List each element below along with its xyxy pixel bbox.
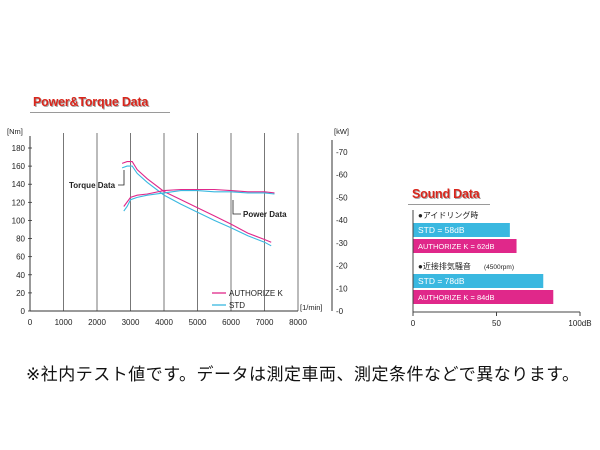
pt-series-std-left	[121, 165, 272, 247]
pt-left-tick-label: 100	[12, 216, 26, 225]
power-torque-title: Power&Torque Data	[33, 95, 149, 109]
pt-x-tick-label: 8000	[289, 318, 307, 327]
pt-series-authorize-right	[123, 188, 275, 207]
pt-right-tick-label: -30	[336, 239, 348, 248]
pt-right-tick-label: -70	[336, 148, 348, 157]
pt-axes	[29, 136, 333, 312]
pt-x-tick-label: 3000	[122, 318, 140, 327]
pt-left-tick-label: 80	[16, 235, 25, 244]
sound-bars: ●アイドリング時 ●近接排気騒音 (4500rpm) STD = 58dB AUTHOR…	[413, 210, 554, 304]
pt-grid	[63, 133, 299, 311]
pt-x-tick-label: 2000	[88, 318, 106, 327]
sound-group1-label: ●アイドリング時	[418, 210, 478, 220]
pt-right-tick-label: -0	[336, 307, 344, 316]
sound-bar-label-authorize-1: AUTHORIZE K = 62dB	[418, 242, 494, 251]
pt-legend: AUTHORIZE K STD	[212, 289, 283, 310]
pt-right-tick-label: -10	[336, 284, 348, 293]
pt-right-unit: [kW]	[334, 127, 349, 136]
pt-left-tick-label: 0	[21, 307, 26, 316]
pt-left-tick-label: 60	[16, 253, 25, 262]
sound-axis: 0 50 100dB	[411, 210, 592, 328]
pt-left-tick-label: 180	[12, 144, 26, 153]
pt-lines	[121, 161, 275, 247]
sound-bar-std-1	[413, 223, 510, 237]
sound-bar-label-std-1: STD = 58dB	[418, 225, 465, 235]
sound-bar-label-std-2: STD = 78dB	[418, 276, 465, 286]
pt-left-tick-label: 160	[12, 162, 26, 171]
pt-x-tick-label: 0	[28, 318, 33, 327]
pt-power-leader	[232, 200, 241, 215]
pt-x-tick-label: 5000	[189, 318, 207, 327]
pt-right-tick-label: -50	[336, 193, 348, 202]
sound-bar-authorize-1	[413, 239, 517, 253]
pt-right-tick-label: -20	[336, 262, 348, 271]
sound-bar-std-2	[413, 274, 544, 288]
sound-bar-label-authorize-2: AUTHORIZE K = 84dB	[418, 293, 494, 302]
pt-left-tick-label: 40	[16, 271, 25, 280]
sound-x-tick-label: 100dB	[568, 319, 591, 328]
pt-series-authorize-left	[121, 161, 272, 243]
pt-ticks: [Nm] [kW] [1/min] 0 20 40 60 80 100 120 140 160 180 -…	[7, 127, 349, 327]
pt-torque-leader	[118, 170, 125, 186]
pt-series-std-right	[123, 190, 275, 212]
pt-right-tick-label: -40	[336, 216, 348, 225]
pt-x-unit: [1/min]	[300, 303, 323, 312]
sound-x-tick-label: 50	[492, 319, 501, 328]
pt-left-tick-label: 120	[12, 198, 26, 207]
pt-x-tick-label: 6000	[222, 318, 240, 327]
pt-x-tick-label: 1000	[55, 318, 73, 327]
pt-legend-authorize: AUTHORIZE K	[229, 289, 283, 298]
pt-x-tick-label: 7000	[256, 318, 274, 327]
pt-right-tick-label: -60	[336, 171, 348, 180]
pt-annotations: Torque Data Power Data	[69, 170, 287, 219]
pt-left-tick-label: 140	[12, 180, 26, 189]
pt-left-unit: [Nm]	[7, 127, 23, 136]
pt-legend-std: STD	[229, 301, 245, 310]
sound-title: Sound Data	[412, 187, 480, 201]
sound-group2-sub: (4500rpm)	[484, 264, 514, 271]
pt-x-tick-label: 4000	[155, 318, 173, 327]
footnote: ※社内テスト値です。データは測定車両、測定条件などで異なります。	[26, 365, 580, 385]
sound-title-rule	[408, 204, 490, 205]
sound-x-tick-label: 0	[411, 319, 416, 328]
sound-group2-label: ●近接排気騒音	[418, 261, 471, 271]
pt-power-label: Power Data	[243, 210, 287, 219]
sound-bar-authorize-2	[413, 290, 554, 304]
power-torque-title-rule	[30, 112, 170, 113]
pt-torque-label: Torque Data	[69, 181, 116, 190]
pt-left-tick-label: 20	[16, 289, 25, 298]
